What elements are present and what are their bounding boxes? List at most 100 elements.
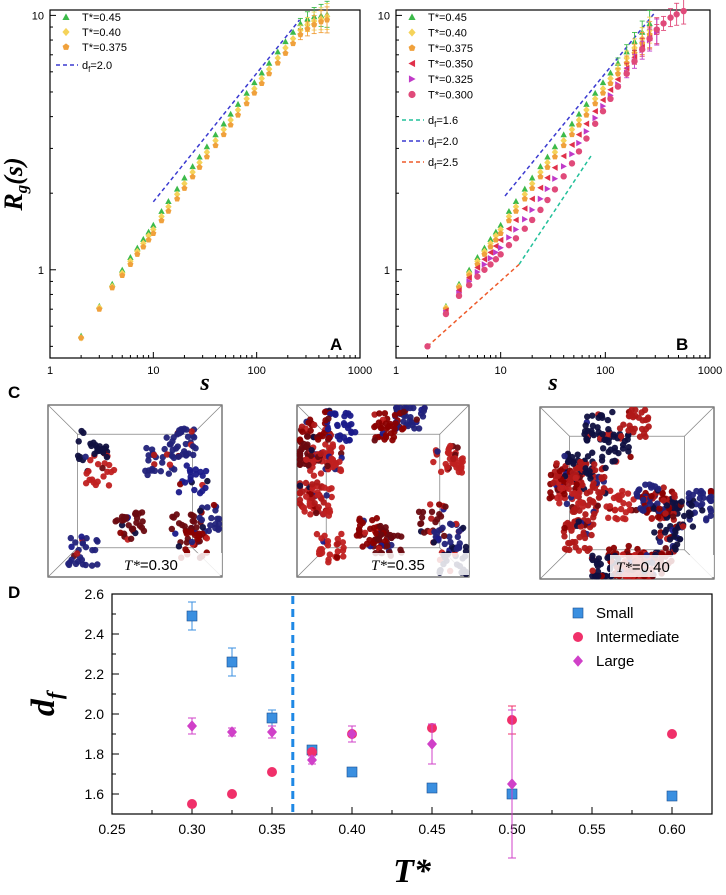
particle bbox=[648, 515, 655, 522]
panel-a-frame bbox=[49, 9, 361, 359]
data-point bbox=[544, 185, 551, 193]
legend-label: T*=0.40 bbox=[428, 28, 467, 40]
data-point bbox=[607, 69, 614, 76]
particle bbox=[444, 463, 451, 471]
data-point bbox=[607, 86, 614, 93]
particle bbox=[415, 425, 423, 432]
particle bbox=[356, 527, 363, 534]
data-point bbox=[680, 7, 687, 15]
panel-d-ylabel-sub: f bbox=[42, 689, 67, 699]
particle bbox=[619, 487, 626, 495]
particle bbox=[590, 431, 598, 439]
particle bbox=[447, 442, 454, 450]
data-point bbox=[212, 131, 219, 138]
particle bbox=[574, 451, 581, 458]
particle bbox=[561, 491, 568, 498]
data-point bbox=[591, 95, 599, 103]
legend-label: df=1.6 bbox=[428, 115, 458, 129]
particle bbox=[317, 450, 324, 458]
particle bbox=[325, 434, 333, 442]
particle bbox=[309, 481, 316, 488]
x-tick-label: 100 bbox=[247, 365, 265, 377]
y-tick-label: 2.6 bbox=[85, 586, 105, 602]
particle bbox=[628, 406, 635, 414]
particle bbox=[415, 508, 423, 516]
particle bbox=[307, 452, 315, 459]
data-point bbox=[551, 153, 558, 160]
particle bbox=[699, 507, 706, 514]
data-point bbox=[455, 292, 463, 300]
particle bbox=[296, 482, 304, 489]
particle bbox=[82, 543, 90, 551]
particle bbox=[577, 458, 584, 466]
data-point bbox=[189, 163, 196, 170]
particle bbox=[553, 460, 560, 467]
data-point bbox=[289, 28, 297, 35]
particle bbox=[159, 459, 166, 466]
y-tick-label: 10 bbox=[32, 10, 44, 22]
particle bbox=[339, 539, 347, 546]
particle bbox=[420, 407, 428, 415]
x-tick-label: 100 bbox=[596, 365, 614, 377]
particle bbox=[458, 456, 465, 463]
data-point bbox=[212, 142, 219, 149]
particle bbox=[625, 542, 632, 550]
data-point bbox=[497, 230, 504, 236]
particle bbox=[642, 433, 649, 440]
legend-label: T*=0.350 bbox=[428, 59, 473, 71]
particle bbox=[132, 511, 139, 518]
data-point bbox=[646, 35, 653, 42]
particle bbox=[302, 479, 310, 487]
particle bbox=[370, 524, 378, 532]
data-point bbox=[465, 274, 472, 281]
data-point bbox=[560, 142, 567, 149]
particle bbox=[75, 438, 82, 445]
data-point bbox=[311, 21, 318, 28]
particle bbox=[651, 529, 658, 536]
particle bbox=[175, 453, 182, 460]
particle bbox=[398, 426, 406, 433]
particle bbox=[570, 460, 577, 467]
data-point bbox=[297, 20, 304, 27]
data-point bbox=[465, 281, 473, 289]
particle bbox=[311, 421, 318, 429]
legend-marker bbox=[62, 27, 70, 37]
particle bbox=[587, 475, 594, 482]
particle bbox=[663, 502, 671, 509]
particle bbox=[556, 467, 564, 475]
particle bbox=[314, 492, 321, 499]
data-point bbox=[134, 244, 141, 251]
particle bbox=[617, 433, 625, 440]
data-point bbox=[78, 334, 85, 341]
data-point bbox=[220, 120, 227, 127]
particle bbox=[569, 490, 576, 497]
particle bbox=[446, 533, 453, 540]
particle bbox=[192, 466, 199, 473]
data-point bbox=[274, 48, 281, 55]
data-point bbox=[544, 158, 551, 167]
y-tick-label: 2.2 bbox=[85, 666, 105, 682]
particle bbox=[707, 507, 715, 515]
particle bbox=[91, 546, 99, 554]
particle bbox=[660, 497, 667, 504]
particle bbox=[564, 458, 572, 466]
data-point bbox=[568, 141, 575, 148]
particle bbox=[591, 510, 598, 518]
data-point bbox=[599, 79, 607, 86]
particle bbox=[215, 520, 223, 528]
legend-label: T*=0.45 bbox=[82, 12, 121, 24]
particle bbox=[337, 466, 344, 473]
data-point bbox=[537, 163, 544, 170]
data-point bbox=[173, 190, 181, 198]
particle bbox=[336, 458, 343, 465]
data-point bbox=[251, 89, 258, 96]
data-point bbox=[119, 272, 126, 279]
panel-d-xlabel: T* bbox=[393, 853, 432, 890]
particle bbox=[346, 436, 353, 444]
particle bbox=[606, 502, 614, 510]
data-point bbox=[492, 232, 500, 240]
data-point bbox=[203, 153, 210, 160]
data-point bbox=[560, 136, 567, 145]
particle bbox=[426, 501, 434, 508]
data-point bbox=[521, 190, 528, 198]
